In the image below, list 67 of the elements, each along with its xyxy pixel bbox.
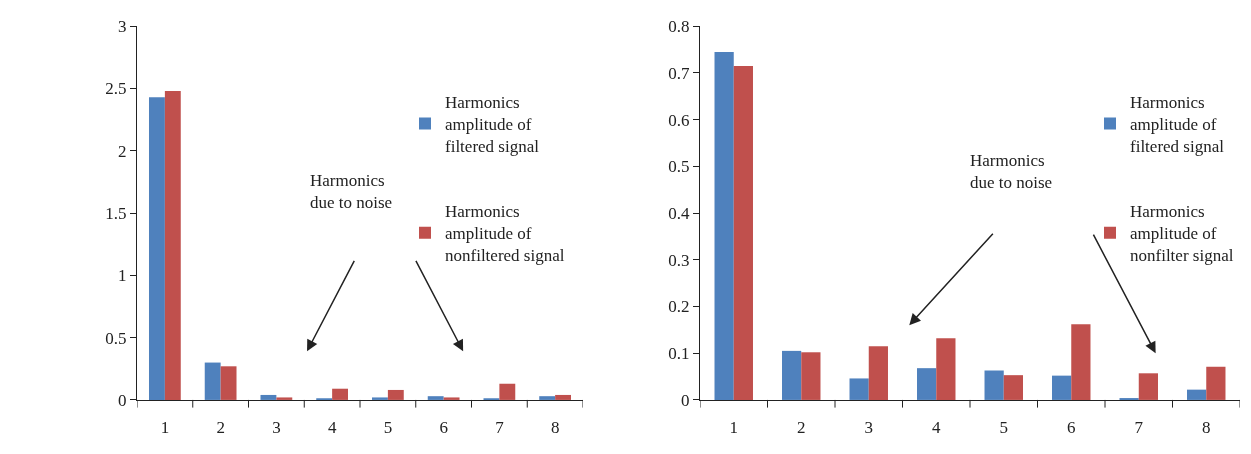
bar (1003, 375, 1023, 400)
y-tick-label: 2.5 (105, 79, 127, 99)
bar (204, 362, 221, 400)
bar (1138, 373, 1158, 400)
bar (733, 65, 753, 400)
bar (801, 352, 821, 400)
y-tick-label: 3 (118, 17, 127, 37)
legend-label: Harmonics amplitude of nonfiltered signal (445, 202, 565, 266)
bar (1071, 324, 1091, 400)
x-tick-label: 1 (160, 418, 170, 438)
x-tick-label: 7 (495, 418, 505, 438)
y-tick-label: 1.5 (105, 204, 127, 224)
bar (868, 346, 888, 400)
x-tick-label: 3 (272, 418, 281, 438)
y-tick-label: 0 (681, 390, 690, 410)
bar (276, 397, 293, 400)
bar (220, 366, 237, 400)
x-tick-label: 4 (327, 418, 337, 438)
bar (443, 397, 460, 400)
x-tick-label: 6 (1067, 418, 1076, 438)
y-tick-label: 0.2 (668, 297, 690, 317)
x-tick-label: 5 (999, 418, 1008, 438)
y-tick-label: 1 (118, 266, 127, 286)
y-tick-label: 0.5 (668, 157, 690, 177)
bar (984, 370, 1004, 400)
x-tick-label: 8 (1202, 418, 1211, 438)
bar (936, 338, 956, 400)
x-tick-label: 2 (797, 418, 806, 438)
bar (849, 378, 869, 400)
y-tick-label: 2 (118, 141, 127, 161)
bar (148, 97, 165, 400)
bar (782, 350, 802, 400)
x-tick-label: 3 (864, 418, 873, 438)
x-tick-label: 2 (216, 418, 225, 438)
y-tick-label: 0.6 (668, 110, 690, 130)
legend-label: Harmonics amplitude of nonfilter signal (1130, 202, 1234, 266)
legend-label: Harmonics amplitude of filtered signal (445, 92, 540, 157)
y-tick-label: 0.1 (668, 344, 690, 364)
y-tick-label: 0.7 (668, 63, 691, 83)
x-tick-label: 6 (439, 418, 448, 438)
y-tick-label: 0.4 (668, 204, 691, 224)
bar (260, 394, 277, 400)
bar (714, 51, 734, 400)
bar (917, 368, 937, 400)
bar (1052, 375, 1072, 400)
y-tick-label: 0.8 (668, 17, 690, 37)
x-tick-label: 5 (383, 418, 393, 438)
x-tick-label: 7 (1134, 418, 1144, 438)
bar (1206, 366, 1226, 400)
bar (499, 383, 516, 400)
bar (387, 389, 404, 400)
bar (164, 91, 181, 400)
annotation: Harmonics due to noise (310, 171, 393, 213)
y-tick-label: 0 (118, 390, 127, 410)
x-tick-label: 8 (550, 418, 560, 438)
y-tick-label: 0.3 (668, 250, 690, 270)
bar (555, 394, 572, 400)
bar (539, 396, 556, 400)
x-tick-label: 4 (932, 418, 941, 438)
annotation: Harmonics due to noise (970, 151, 1053, 193)
bar (1187, 389, 1207, 400)
bar (332, 388, 349, 400)
legend-label: Harmonics amplitude of filtered signal (1130, 92, 1225, 157)
bar (371, 397, 388, 400)
bar (427, 396, 444, 400)
x-tick-label: 1 (729, 418, 738, 438)
y-tick-label: 0.5 (105, 328, 127, 348)
